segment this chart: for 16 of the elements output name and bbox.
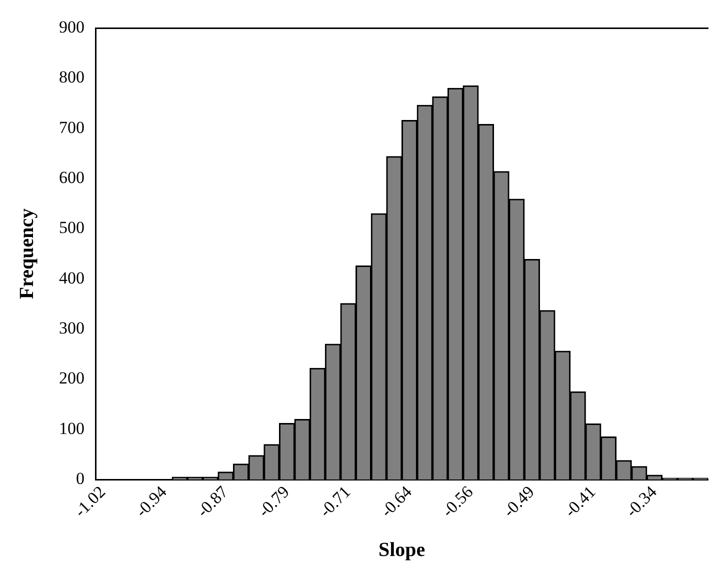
x-tick-label: -0.49 xyxy=(499,482,538,521)
y-tick-label: 200 xyxy=(59,368,84,388)
y-tick-label: 900 xyxy=(59,17,84,36)
x-tick-label: -0.71 xyxy=(316,482,354,521)
y-tick-label: 600 xyxy=(59,168,84,187)
y-tick-label: 400 xyxy=(59,268,84,288)
x-tick-label: -0.41 xyxy=(560,482,600,521)
y-axis-title: Frequency xyxy=(16,208,38,300)
y-tick-label: 500 xyxy=(59,218,84,238)
x-axis-title: Slope xyxy=(378,539,426,562)
x-tick-label: -0.79 xyxy=(254,482,293,521)
y-tick-label: 300 xyxy=(59,318,84,338)
y-tick-label: 100 xyxy=(59,418,84,438)
y-tick-label: 0 xyxy=(76,469,84,488)
y-tick-label: 700 xyxy=(59,118,84,137)
y-tick-label: 800 xyxy=(59,68,84,87)
